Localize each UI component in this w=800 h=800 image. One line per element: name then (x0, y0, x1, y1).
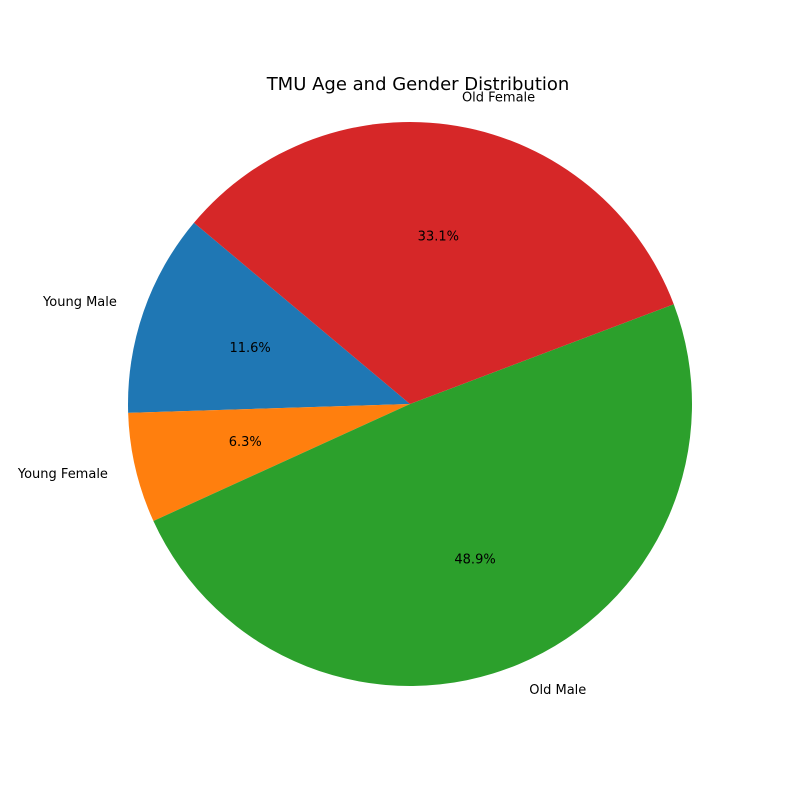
pie-slice-old-male (153, 304, 693, 687)
pie-slices (128, 121, 693, 687)
slice-label-young-male: Young Male (42, 295, 117, 310)
pie-slice-young-male (128, 222, 410, 413)
chart-title: TMU Age and Gender Distribution (266, 74, 570, 95)
slice-percent-young-male: 11.6% (229, 341, 270, 356)
slice-percent-old-female: 33.1% (418, 230, 459, 245)
pie-slice-old-female (193, 121, 674, 405)
slice-label-old-female: Old Female (462, 91, 535, 106)
slice-percent-young-female: 6.3% (229, 435, 262, 450)
pie-slice-young-female (128, 404, 410, 521)
slice-label-old-male: Old Male (529, 683, 586, 698)
slice-label-young-female: Young Female (17, 467, 108, 482)
pie-labels: Young Male 11.6% Young Female 6.3% Old Male 4… (17, 91, 586, 698)
slice-percent-old-male: 48.9% (454, 553, 495, 568)
